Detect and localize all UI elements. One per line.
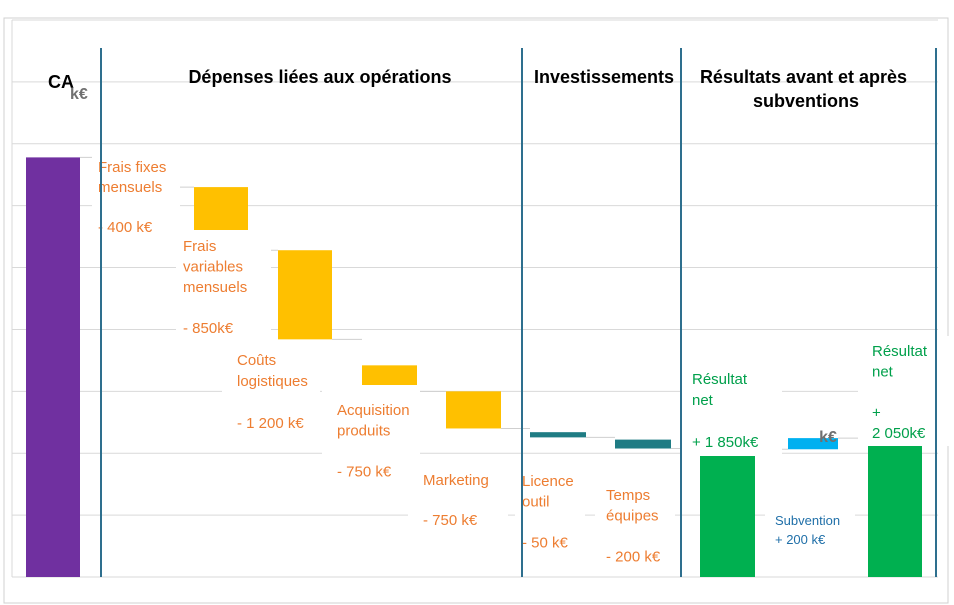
- section-separators: [100, 48, 937, 577]
- label-line: outil: [522, 494, 550, 511]
- label-line: variables: [183, 259, 243, 276]
- label-frais-fixes: Frais fixes mensuels - 400 k€: [92, 148, 180, 248]
- bar-ca: [26, 157, 80, 578]
- label-line: - 200 k€: [606, 549, 661, 566]
- label-text-temps-equipes: Temps équipes - 200 k€: [606, 487, 661, 566]
- label-line: mensuels: [98, 179, 162, 196]
- label-line: mensuels: [183, 279, 247, 296]
- label-line: Subvention: [775, 513, 840, 528]
- section-title-results: Résultats avant et après subventions: [700, 67, 912, 111]
- label-background: [322, 385, 420, 490]
- section-title-investments: Investissements: [534, 67, 674, 87]
- section-title-results-line2: subventions: [753, 91, 859, 111]
- label-background: [595, 476, 675, 576]
- label-line: + 200 k€: [775, 532, 826, 547]
- bar-temps-equipes: [615, 439, 671, 449]
- label-line: Licence: [522, 473, 574, 490]
- label-temps-equipes: Temps équipes - 200 k€: [595, 476, 675, 576]
- label-line: Frais: [183, 238, 216, 255]
- label-text-frais-variables: Frais variables mensuels - 850k€: [183, 238, 247, 337]
- label-line: net: [692, 392, 714, 409]
- label-line: [337, 443, 341, 460]
- section-title-results-line1: Résultats avant et après: [700, 67, 907, 87]
- bar-marketing: [446, 391, 501, 429]
- bar-labels: Frais fixes mensuels - 400 k€ Frais variabl…: [92, 148, 950, 576]
- label-resultat-net-2: Résultat net +2 050k€: [858, 336, 950, 446]
- label-line: Résultat: [692, 371, 748, 388]
- label-line: - 850k€: [183, 320, 234, 337]
- label-line: - 1 200 k€: [237, 415, 304, 432]
- bars: [26, 157, 922, 578]
- label-marketing: Marketing - 750 k€: [408, 460, 508, 530]
- label-line: logistiques: [237, 373, 308, 390]
- unit-label-subsidy: k€: [819, 429, 837, 446]
- bar-licence-outil: [530, 432, 586, 438]
- label-line: [237, 394, 241, 411]
- label-line: Marketing: [423, 472, 489, 489]
- section-title-ca: CA: [48, 72, 74, 92]
- label-line: [692, 413, 696, 430]
- label-couts-logistiques: Coûts logistiques - 1 200 k€: [222, 340, 320, 440]
- label-acquisition-produits: Acquisition produits - 750 k€: [322, 385, 420, 490]
- label-text-couts-logistiques: Coûts logistiques - 1 200 k€: [237, 352, 308, 432]
- label-text-marketing: Marketing - 750 k€: [423, 472, 489, 529]
- unit-label-ca: k€: [70, 86, 88, 103]
- bar-subvention: [788, 438, 838, 450]
- label-line: [423, 492, 427, 509]
- label-line: Acquisition: [337, 402, 410, 419]
- label-line: Coûts: [237, 352, 276, 369]
- outer-border: [3, 17, 949, 604]
- label-line: Frais fixes: [98, 159, 166, 176]
- section-title-operations: Dépenses liées aux opérations: [188, 67, 451, 87]
- label-line: [183, 300, 187, 317]
- label-line: +: [872, 405, 881, 422]
- label-line: produits: [337, 423, 390, 440]
- label-text-frais-fixes: Frais fixes mensuels - 400 k€: [98, 159, 166, 236]
- bar-resultat-net-1: [700, 449, 755, 577]
- label-background: [92, 148, 180, 248]
- label-line: - 750 k€: [423, 512, 478, 529]
- label-line: [872, 384, 876, 401]
- label-text-resultat-net-2: Résultat net +2 050k€: [872, 343, 928, 442]
- label-line: - 50 k€: [522, 535, 569, 552]
- label-text-subvention: Subvention + 200 k€: [775, 513, 840, 547]
- label-text-licence-outil: Licence outil - 50 k€: [522, 473, 574, 552]
- label-line: - 750 k€: [337, 464, 392, 481]
- label-line: net: [872, 364, 894, 381]
- label-line: [606, 528, 610, 545]
- label-text-resultat-net-1: Résultat net + 1 850k€: [692, 371, 759, 451]
- label-line: - 400 k€: [98, 219, 153, 236]
- label-line: Temps: [606, 487, 650, 504]
- bar-resultat-net-2: [868, 437, 922, 577]
- bar-couts-logistiques: [278, 250, 332, 340]
- label-background: [765, 505, 855, 555]
- label-background: [515, 462, 585, 562]
- label-line: équipes: [606, 508, 659, 525]
- label-resultat-net-1: Résultat net + 1 850k€: [682, 356, 782, 456]
- label-frais-variables: Frais variables mensuels - 850k€: [176, 230, 271, 340]
- label-line: Résultat: [872, 343, 928, 360]
- label-background: [408, 460, 508, 530]
- label-licence-outil: Licence outil - 50 k€: [515, 462, 585, 562]
- label-line: + 1 850k€: [692, 434, 759, 451]
- label-line: 2 050k€: [872, 425, 926, 442]
- label-background: [858, 336, 950, 446]
- label-background: [222, 340, 320, 440]
- label-background: [176, 230, 271, 340]
- label-subvention: Subvention + 200 k€: [765, 505, 855, 555]
- chart-frame: [3, 17, 949, 604]
- label-text-acquisition-produits: Acquisition produits - 750 k€: [337, 402, 410, 481]
- label-background: [682, 356, 782, 456]
